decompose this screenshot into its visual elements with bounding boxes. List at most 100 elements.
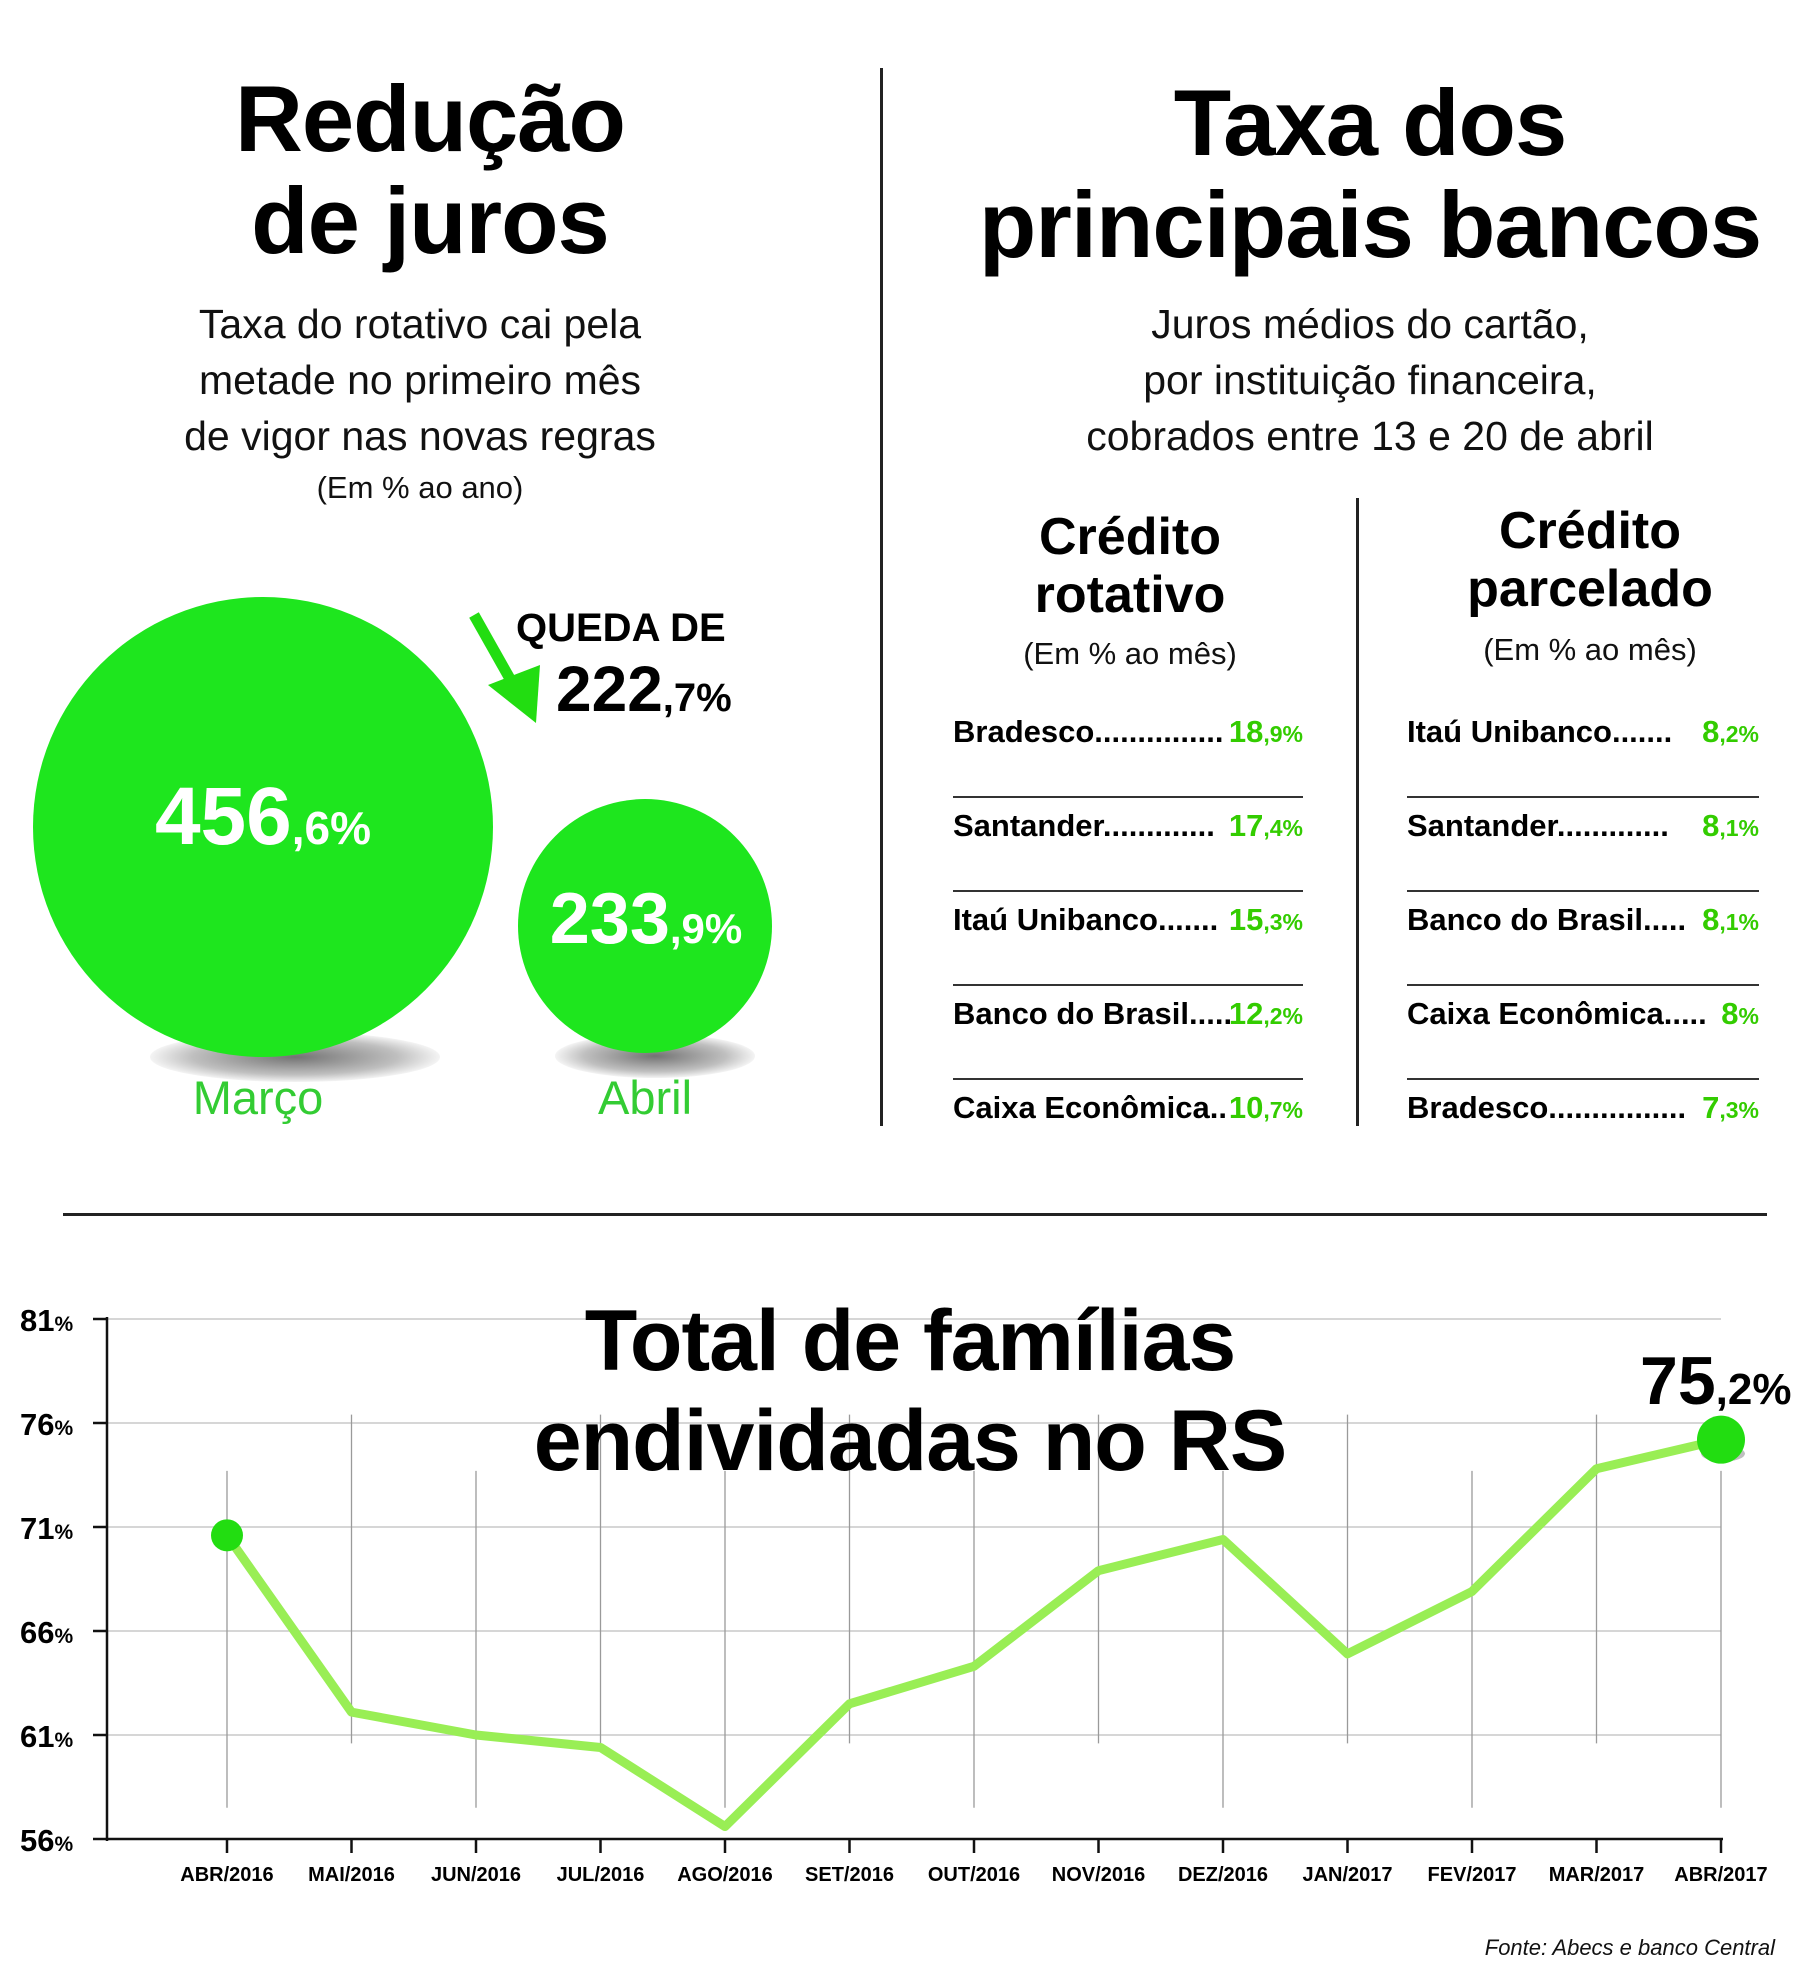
table-row: Caixa Econômica..... 8% <box>1407 986 1759 1080</box>
x-tick-label: MAR/2017 <box>1549 1864 1645 1886</box>
bank-rate-dec: ,7% <box>1263 1097 1303 1123</box>
x-tick-label: JAN/2017 <box>1302 1864 1392 1886</box>
right-subtitle-line2: por instituição financeira, <box>1143 357 1597 403</box>
x-tick-label: AGO/2016 <box>677 1864 773 1886</box>
bank-name: Santander............. <box>953 808 1215 843</box>
bank-rate: 8,1% <box>1702 902 1759 938</box>
bank-rate-dec: ,2% <box>1263 1003 1303 1029</box>
bank-rate-int: 8 <box>1721 996 1739 1031</box>
bank-name: Santander............. <box>1407 808 1669 843</box>
highlight-value-dec: ,2% <box>1715 1365 1792 1414</box>
x-tick-label: MAI/2016 <box>308 1864 395 1886</box>
table-divider <box>1356 498 1359 1126</box>
x-tick-label: ABR/2017 <box>1674 1864 1767 1886</box>
data-point <box>971 1663 977 1670</box>
data-point <box>1593 1465 1600 1472</box>
chart-axes <box>93 1317 1723 1853</box>
parcelado-heading-line2: parcelado <box>1467 560 1713 618</box>
table-row: Caixa Econômica.. 10,7% <box>953 1080 1303 1174</box>
bank-rate-int: 17 <box>1228 808 1264 843</box>
march-bubble <box>33 597 493 1057</box>
bank-rate-int: 8 <box>1702 902 1720 937</box>
table-row: Itaú Unibanco....... 8,2% <box>1407 704 1759 798</box>
chart-title-line2: endividadas no RS <box>533 1393 1287 1489</box>
bank-name: Itaú Unibanco....... <box>1407 714 1673 749</box>
y-tick-percent: % <box>54 1521 73 1544</box>
chart-series <box>211 1415 1745 1832</box>
april-value-dec: ,9% <box>669 905 743 952</box>
x-tick-labels: ABR/2016 MAI/2016 JUN/2016 JUL/2016 AGO/2016… <box>180 1864 1767 1886</box>
bank-rate: 8,2% <box>1702 714 1759 750</box>
y-tick-number: 56 <box>20 1823 54 1858</box>
left-title-line2: de juros <box>251 168 610 273</box>
bank-rate-dec: ,1% <box>1719 909 1759 935</box>
end-marker <box>1697 1415 1745 1464</box>
start-marker <box>211 1519 243 1552</box>
bank-name: Itaú Unibanco....... <box>953 902 1219 937</box>
bank-rate-dec: ,2% <box>1719 721 1759 747</box>
right-title-line2: principais bancos <box>978 172 1762 277</box>
bank-name: Banco do Brasil..... <box>1407 902 1687 937</box>
left-title: Redução de juros <box>120 72 740 268</box>
y-tick-label: 61% <box>20 1719 73 1754</box>
table-row: Itaú Unibanco....... 15,3% <box>953 892 1303 986</box>
right-subtitle: Juros médios do cartão, por instituição … <box>960 296 1780 464</box>
y-tick-number: 66 <box>20 1615 54 1650</box>
april-bubble <box>518 799 772 1053</box>
bank-rate-int: 18 <box>1228 714 1264 749</box>
row-separator <box>953 984 1303 986</box>
left-subtitle-line3: de vigor nas novas regras <box>184 413 656 459</box>
bank-rate: 8% <box>1721 996 1759 1032</box>
source-note: Fonte: Abecs e banco Central <box>1484 1935 1775 1960</box>
row-separator <box>1407 796 1759 798</box>
x-tick-label: JUL/2016 <box>557 1864 645 1886</box>
families-debt-chart: 81%76%71%66%61%56% ABR/2016 MAI/2016 JUN/2… <box>20 1303 1768 1886</box>
bank-rate-dec: ,1% <box>1719 815 1759 841</box>
drop-value: 222,7% <box>556 652 732 726</box>
x-tick-label: FEV/2017 <box>1428 1864 1517 1886</box>
bank-name: Caixa Econômica..... <box>1407 996 1707 1031</box>
left-subtitle-line1: Taxa do rotativo cai pela <box>198 301 642 347</box>
rotativo-heading-line1: Crédito <box>1039 508 1221 566</box>
drop-value-int: 222 <box>556 653 663 725</box>
row-separator <box>1407 890 1759 892</box>
chart-title: Total de famílias endividadas no RS <box>430 1298 1390 1484</box>
bank-rate-int: 15 <box>1228 902 1264 937</box>
rotativo-unit: (Em % ao mês) <box>1023 636 1237 671</box>
row-separator <box>953 890 1303 892</box>
row-separator <box>1407 1078 1759 1080</box>
y-tick-percent: % <box>54 1833 73 1856</box>
march-value-int: 456 <box>154 771 292 862</box>
bank-rate-int: 12 <box>1228 996 1264 1031</box>
bank-rate-int: 8 <box>1702 808 1720 843</box>
bank-rate-int: 8 <box>1702 714 1720 749</box>
panel-divider <box>880 68 883 1126</box>
highlight-value-int: 75 <box>1640 1343 1716 1419</box>
row-separator <box>953 1078 1303 1080</box>
y-tick-label: 81% <box>20 1303 73 1338</box>
section-divider <box>63 1213 1767 1216</box>
x-tick-label: NOV/2016 <box>1052 1864 1145 1886</box>
x-tick-label: ABR/2016 <box>180 1864 273 1886</box>
drop-value-dec: ,7% <box>662 676 732 720</box>
bank-rate-dec: ,3% <box>1263 909 1303 935</box>
data-point <box>846 1700 853 1707</box>
chart-grid <box>107 1318 1722 1808</box>
bank-rate-int: 10 <box>1228 1090 1264 1125</box>
table-row: Bradesco................ 7,3% <box>1407 1080 1759 1174</box>
april-label: Abril <box>597 1071 693 1124</box>
y-tick-label: 66% <box>20 1615 73 1650</box>
march-label: Março <box>192 1071 324 1124</box>
table-row: Banco do Brasil..... 12,2% <box>953 986 1303 1080</box>
bank-rate: 18,9% <box>1229 714 1303 750</box>
right-title: Taxa dos principais bancos <box>930 76 1810 272</box>
y-tick-labels: 81%76%71%66%61%56% <box>20 1303 73 1858</box>
bank-name: Bradesco................ <box>1407 1090 1687 1125</box>
data-point <box>1344 1650 1351 1657</box>
bank-name: Banco do Brasil..... <box>953 996 1233 1031</box>
data-point <box>348 1709 355 1716</box>
bank-name: Bradesco............... <box>953 714 1224 749</box>
y-tick-percent: % <box>54 1729 73 1752</box>
y-tick-number: 71 <box>20 1511 54 1546</box>
rotativo-heading: Crédito rotativo <box>940 508 1320 624</box>
